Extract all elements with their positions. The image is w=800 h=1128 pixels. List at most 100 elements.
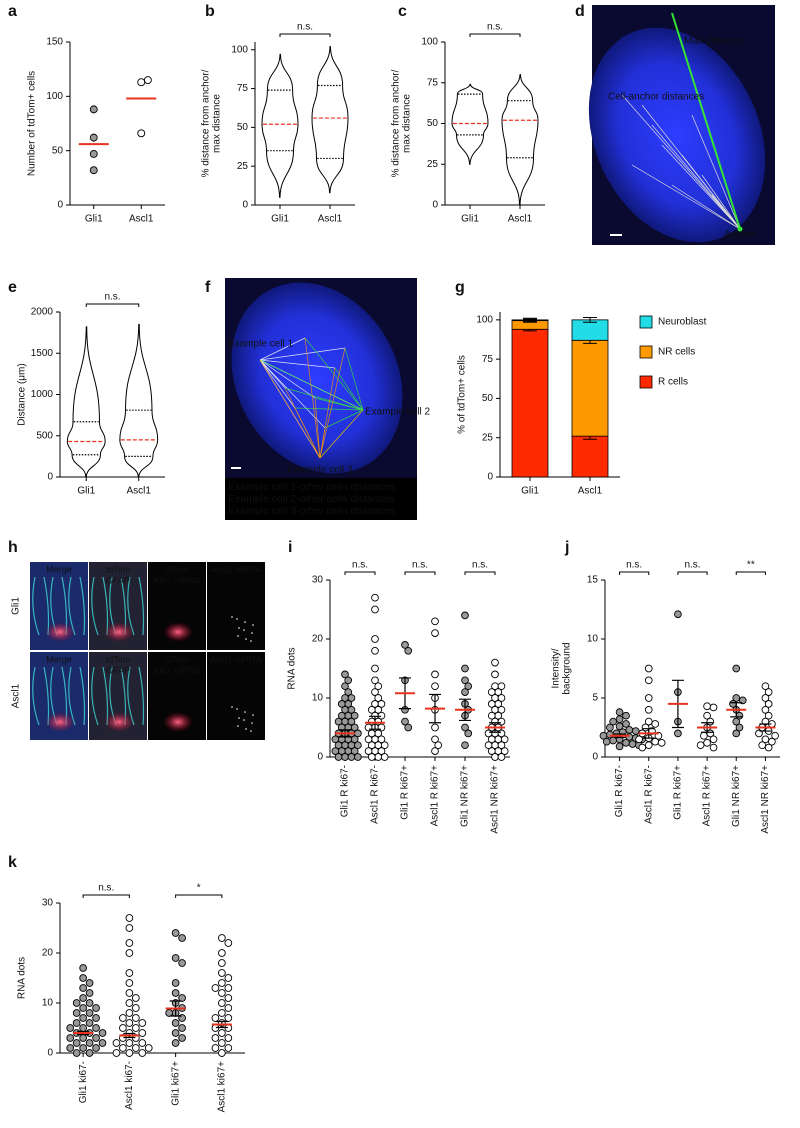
data-point <box>67 1035 74 1042</box>
y-tick-label: 0 <box>317 752 323 763</box>
data-point <box>93 1035 100 1042</box>
data-point <box>90 150 97 157</box>
data-point <box>132 1015 139 1022</box>
data-point <box>212 1045 219 1052</box>
tile-label: Ascl1 mRNA <box>210 654 261 664</box>
data-point <box>86 990 93 997</box>
data-point <box>86 1010 93 1017</box>
x-tick-label: Ascl1 R ki67- <box>370 765 381 824</box>
data-point <box>73 1050 80 1057</box>
data-point <box>498 754 505 761</box>
data-point <box>80 1045 87 1052</box>
y-tick-label: 0 <box>242 200 248 211</box>
data-point <box>86 1040 93 1047</box>
y-axis-label: RNA dots <box>17 957 28 999</box>
micrograph-tile <box>207 652 265 740</box>
x-tick-label: Gli1 <box>521 486 539 497</box>
x-tick-label: Gli1 <box>85 214 103 225</box>
data-point <box>80 1005 87 1012</box>
labeled-cell <box>45 712 75 732</box>
y-tick-label: 75 <box>482 354 494 365</box>
x-tick-label: Ascl1 ki67- <box>124 1061 135 1110</box>
significance-label: n.s. <box>626 560 642 571</box>
panel-letter: i <box>288 539 292 556</box>
y-tick-label: 25 <box>427 159 439 170</box>
data-point <box>432 630 439 637</box>
x-tick-label: Gli1 R ki67+ <box>400 765 411 820</box>
y-tick-label: 10 <box>587 634 599 645</box>
bar-segment <box>572 436 608 477</box>
data-point <box>166 1010 173 1017</box>
tile-label: tdTom <box>165 654 190 664</box>
y-axis-label: % distance from anchor/ <box>201 69 212 177</box>
data-point <box>218 980 225 987</box>
legend-label: Example cell 2-other cells distances <box>228 493 395 505</box>
x-tick-label: Gli1 R ki67- <box>340 765 351 817</box>
labeled-cell <box>163 712 193 732</box>
data-point <box>80 1035 87 1042</box>
significance-label: n.s. <box>297 22 313 33</box>
data-point <box>126 1020 133 1027</box>
data-point <box>623 739 630 746</box>
legend-label: Example cell 3-other cells distances <box>228 505 395 517</box>
panel-letter: b <box>205 3 215 20</box>
data-point <box>462 665 469 672</box>
data-point <box>225 995 232 1002</box>
panel-letter: g <box>455 279 465 296</box>
data-point <box>492 671 499 678</box>
violin <box>312 47 348 193</box>
x-tick-label: Ascl1 NR ki67+ <box>760 765 771 834</box>
y-tick-label: 100 <box>476 314 493 325</box>
tile-label: tdTom <box>165 564 190 574</box>
data-point <box>126 950 133 957</box>
x-tick-label: Gli1 NR ki67+ <box>731 765 742 827</box>
data-point <box>342 754 349 761</box>
y-tick-label: 1500 <box>31 348 54 359</box>
tile-label: tdTom <box>106 564 131 574</box>
x-tick-label: Gli1 R ki67+ <box>673 765 684 820</box>
significance-bracket <box>176 895 222 898</box>
data-point <box>492 659 499 666</box>
y-tick-label: 100 <box>46 91 63 102</box>
y-axis-label: max distance <box>402 94 413 153</box>
y-axis-label: Intensity/ <box>551 648 562 688</box>
violin <box>452 84 488 164</box>
x-tick-label: Ascl1 <box>129 214 154 225</box>
y-axis-label: % of tdTom+ cells <box>457 355 468 434</box>
data-point <box>368 754 375 761</box>
data-point <box>179 960 186 967</box>
data-point <box>139 1050 146 1057</box>
x-tick-label: Ascl1 <box>318 214 343 225</box>
legend-label: Neuroblast <box>658 317 707 328</box>
labeled-cell <box>163 622 193 642</box>
data-point <box>93 1045 100 1052</box>
violin <box>502 75 538 205</box>
data-point <box>623 712 630 719</box>
data-point <box>132 1005 139 1012</box>
data-point <box>616 709 623 716</box>
y-axis-label: max distance <box>212 94 223 153</box>
significance-bracket <box>470 34 520 37</box>
data-point <box>80 975 87 982</box>
data-point <box>603 738 610 745</box>
data-point <box>218 960 225 967</box>
significance-bracket <box>620 572 649 575</box>
data-point <box>120 1045 127 1052</box>
panel-letter: j <box>564 539 569 556</box>
data-point <box>348 754 355 761</box>
panel-letter: c <box>398 3 407 20</box>
data-point <box>225 1045 232 1052</box>
data-point <box>218 1040 225 1047</box>
x-tick-label: Gli1 <box>461 214 479 225</box>
y-tick-label: 20 <box>312 634 324 645</box>
data-point <box>73 1000 80 1007</box>
tile-label: Ascl1 mRNA <box>210 564 261 574</box>
panel-letter: e <box>8 279 17 296</box>
data-point <box>710 744 717 751</box>
data-point <box>126 980 133 987</box>
bar-segment <box>572 320 608 340</box>
data-point <box>90 134 97 141</box>
x-tick-label: Ascl1 R ki67+ <box>702 765 713 827</box>
micrograph-tile <box>207 562 265 650</box>
data-point <box>86 1020 93 1027</box>
